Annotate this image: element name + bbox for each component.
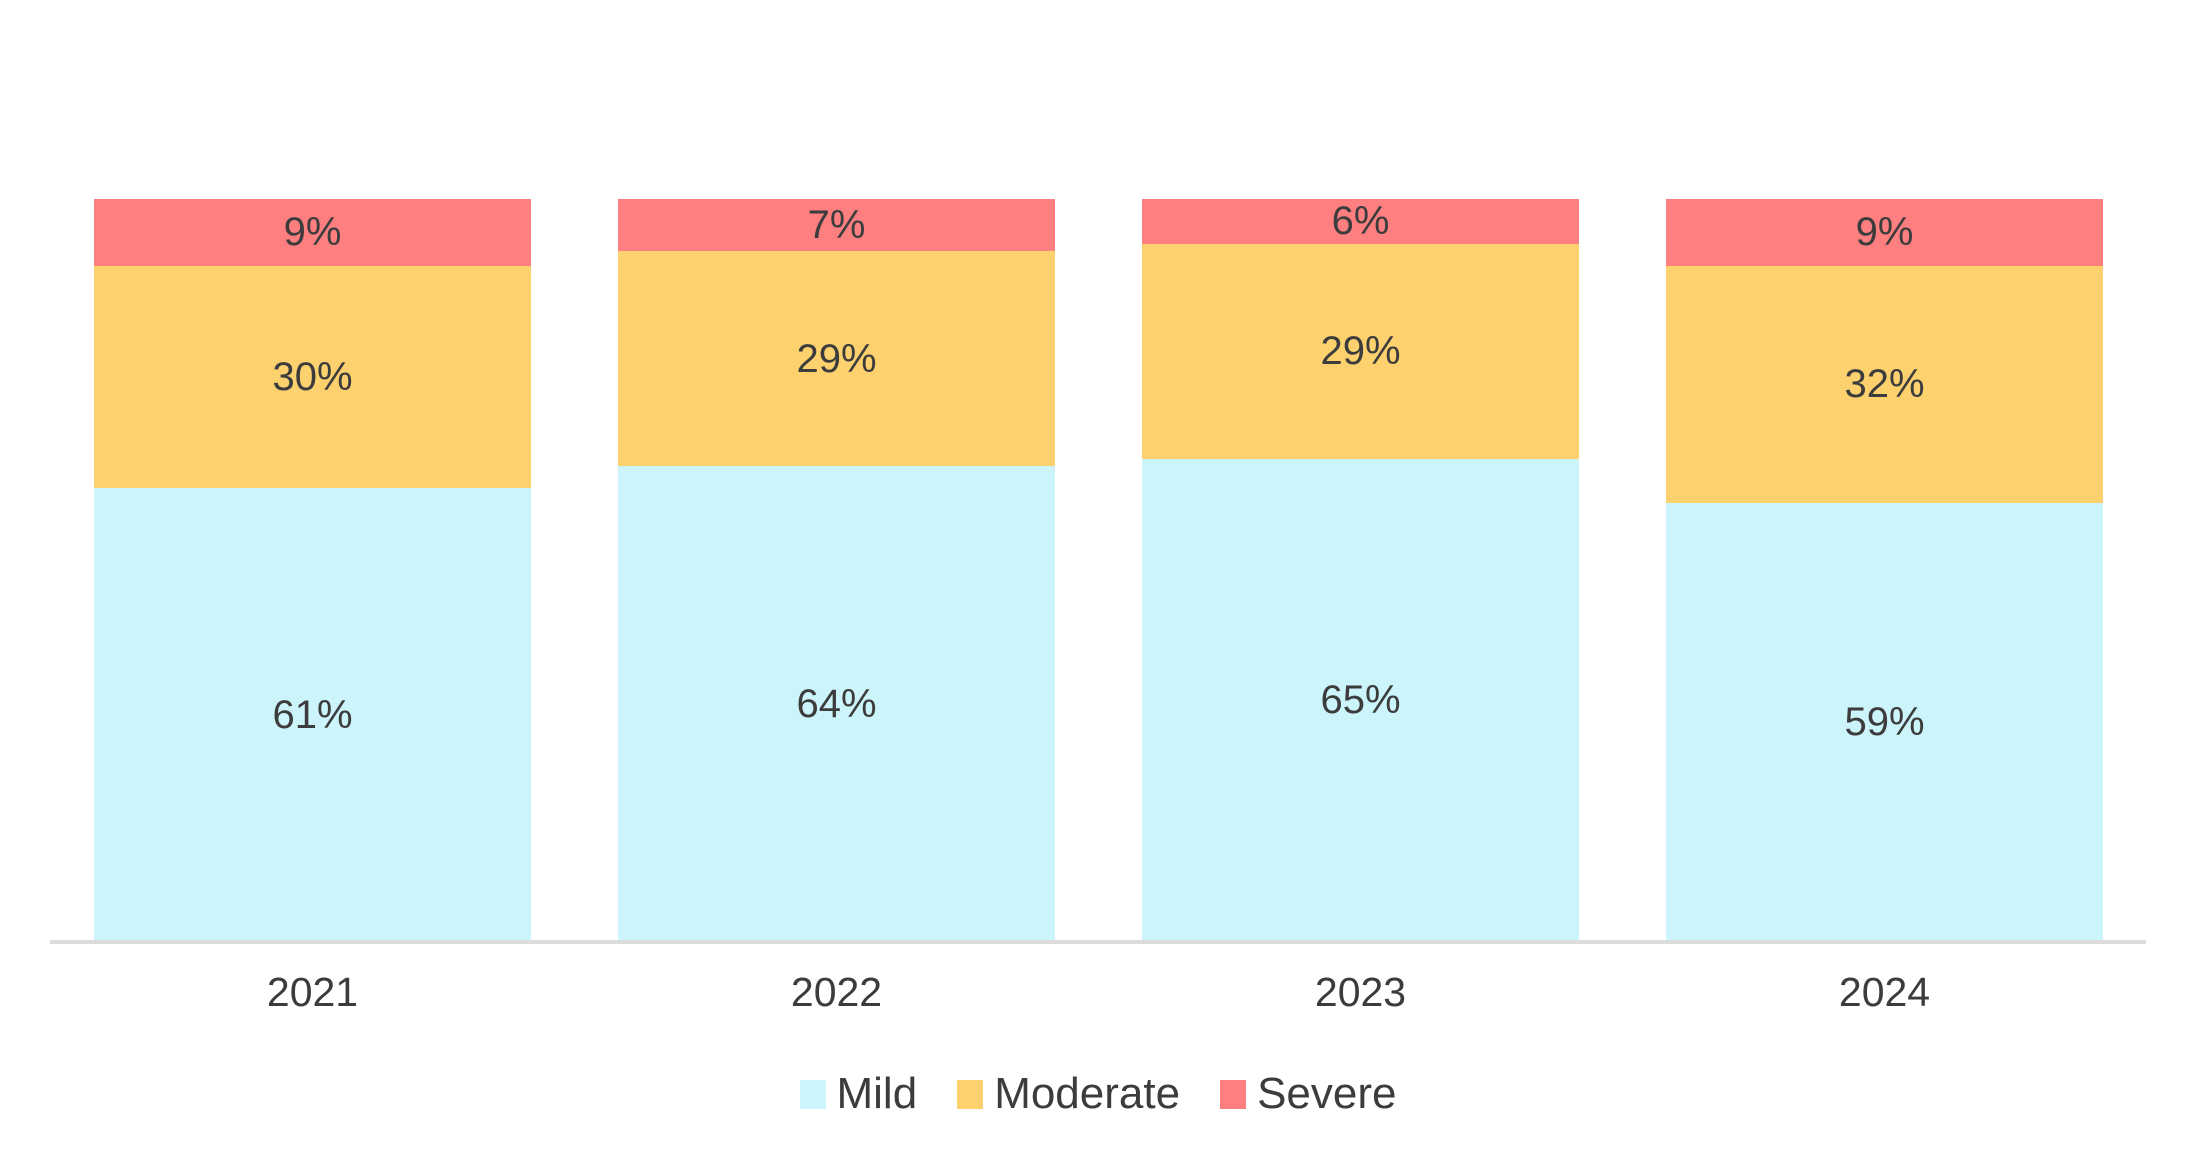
legend-item-moderate: Moderate bbox=[957, 1072, 1180, 1116]
value-label-severe-2021: 9% bbox=[283, 210, 342, 255]
legend-label-moderate: Moderate bbox=[994, 1069, 1181, 1118]
legend-item-mild: Mild bbox=[799, 1069, 918, 1118]
bar-segment-mild-2024: 59% bbox=[1666, 503, 2103, 941]
x-axis-label-2023: 2023 bbox=[1314, 969, 1407, 1015]
value-label-moderate-2022: 29% bbox=[796, 336, 877, 381]
x-axis-label-2022: 2022 bbox=[790, 969, 883, 1015]
legend-label-mild: Mild bbox=[836, 1069, 918, 1118]
value-label-moderate-2021: 30% bbox=[272, 355, 353, 400]
bar-segment-mild-2022: 64% bbox=[618, 466, 1055, 941]
bar-segment-mild-2023: 65% bbox=[1142, 458, 1579, 941]
value-label-mild-2022: 64% bbox=[796, 681, 877, 726]
bar-2024: 9% 32% 59% bbox=[1666, 199, 2103, 941]
legend-swatch-moderate bbox=[957, 1079, 984, 1109]
bar-2022: 7% 29% 64% bbox=[618, 199, 1055, 941]
bar-segment-severe-2022: 7% bbox=[618, 199, 1055, 251]
value-label-severe-2022: 7% bbox=[807, 202, 866, 247]
bar-segment-severe-2023: 6% bbox=[1142, 199, 1579, 244]
legend: Mild Moderate Severe bbox=[0, 1072, 2196, 1116]
value-label-severe-2023: 6% bbox=[1331, 199, 1390, 244]
bar-2023: 6% 29% 65% bbox=[1142, 199, 1579, 941]
bar-segment-moderate-2021: 30% bbox=[94, 265, 531, 489]
x-axis-labels: 2021 2022 2023 2024 bbox=[0, 972, 2196, 1020]
bar-segment-severe-2021: 9% bbox=[94, 199, 531, 266]
bar-2021: 9% 30% 61% bbox=[94, 199, 531, 941]
plot-area: 9% 30% 61% 7% 29% 64% 6% 29% 65% 9% 32% 59% bbox=[0, 199, 2196, 941]
value-label-severe-2024: 9% bbox=[1855, 210, 1914, 255]
x-axis-label-2024: 2024 bbox=[1838, 969, 1931, 1015]
legend-swatch-severe bbox=[1220, 1079, 1247, 1109]
bar-segment-moderate-2022: 29% bbox=[618, 250, 1055, 467]
bar-segment-mild-2021: 61% bbox=[94, 488, 531, 941]
legend-item-severe: Severe bbox=[1220, 1069, 1397, 1118]
x-axis-label-2021: 2021 bbox=[266, 969, 359, 1015]
value-label-mild-2024: 59% bbox=[1844, 700, 1925, 745]
value-label-moderate-2023: 29% bbox=[1320, 329, 1401, 374]
bar-segment-moderate-2024: 32% bbox=[1666, 265, 2103, 504]
legend-swatch-mild bbox=[799, 1079, 826, 1109]
bar-segment-moderate-2023: 29% bbox=[1142, 243, 1579, 459]
x-axis-line bbox=[50, 940, 2146, 944]
value-label-mild-2021: 61% bbox=[272, 692, 353, 737]
bar-segment-severe-2024: 9% bbox=[1666, 199, 2103, 266]
legend-label-severe: Severe bbox=[1257, 1069, 1397, 1118]
value-label-moderate-2024: 32% bbox=[1844, 362, 1925, 407]
value-label-mild-2023: 65% bbox=[1320, 677, 1401, 722]
